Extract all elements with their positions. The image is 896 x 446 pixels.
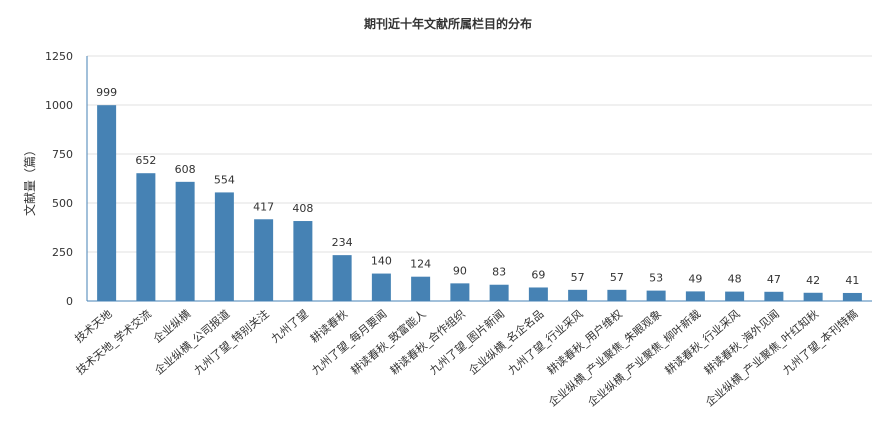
bar[interactable]	[685, 291, 705, 301]
data-label: 47	[767, 273, 781, 286]
y-tick-label: 1000	[45, 99, 73, 112]
x-tick-label: 九州了望	[269, 307, 311, 345]
bar[interactable]	[842, 292, 862, 301]
y-tick-label: 500	[52, 197, 73, 210]
bar[interactable]	[646, 290, 666, 301]
data-label: 124	[410, 258, 431, 271]
bars	[97, 105, 862, 301]
bar[interactable]	[803, 292, 823, 301]
bar[interactable]	[528, 287, 548, 301]
y-tick-label: 750	[52, 148, 73, 161]
y-tick-label: 1250	[45, 50, 73, 63]
data-label: 140	[371, 255, 392, 268]
data-label: 57	[610, 271, 624, 284]
x-axis-ticks: 技术天地技术天地_学术交流企业纵横企业纵横_公司报道九州了望_特别关注九州了望耕…	[72, 307, 860, 410]
data-label: 42	[806, 274, 820, 287]
data-label: 48	[728, 273, 742, 286]
bar[interactable]	[254, 219, 274, 301]
data-label: 49	[688, 272, 702, 285]
data-label: 41	[845, 274, 859, 287]
bar[interactable]	[568, 289, 588, 301]
bar[interactable]	[371, 273, 391, 301]
data-label: 90	[453, 264, 467, 277]
bar[interactable]	[136, 173, 156, 301]
bar[interactable]	[175, 181, 195, 301]
bar[interactable]	[764, 291, 784, 301]
data-label: 234	[332, 236, 353, 249]
data-label: 57	[571, 271, 585, 284]
bar[interactable]	[450, 283, 470, 301]
data-label: 652	[135, 154, 156, 167]
data-label: 554	[214, 173, 235, 186]
bar[interactable]	[489, 284, 509, 301]
bar[interactable]	[607, 289, 627, 301]
data-label: 69	[531, 268, 545, 281]
bar[interactable]	[293, 221, 313, 301]
chart-title: 期刊近十年文献所属栏目的分布	[364, 16, 532, 31]
data-label: 83	[492, 266, 506, 279]
y-tick-label: 250	[52, 246, 73, 259]
bar[interactable]	[214, 192, 234, 301]
data-label: 608	[175, 163, 196, 176]
bar[interactable]	[332, 255, 352, 301]
data-label: 999	[96, 86, 117, 99]
grid-lines	[87, 55, 872, 253]
data-labels: 999 652 608 554 417 408 234 140 124 90 83 69 57 57 53 4…	[96, 86, 859, 287]
y-axis-label: 文献量（篇）	[22, 144, 37, 216]
data-label: 417	[253, 200, 274, 213]
bar[interactable]	[411, 276, 431, 301]
y-tick-label: 0	[66, 295, 73, 308]
data-label: 408	[292, 202, 313, 215]
bar[interactable]	[725, 291, 745, 301]
data-label: 53	[649, 272, 663, 285]
y-axis-ticks: 0 250 500 750 1000 1250	[45, 50, 73, 308]
bar[interactable]	[97, 105, 117, 301]
